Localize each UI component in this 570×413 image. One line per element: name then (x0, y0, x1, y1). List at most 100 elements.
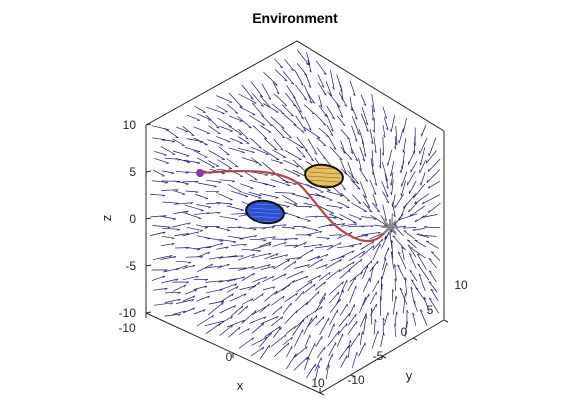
quiver-arrow (271, 103, 285, 115)
quiver-arrowhead (238, 326, 241, 330)
quiver-arrowhead (293, 205, 297, 207)
quiver-arrow (185, 256, 203, 258)
quiver-arrowhead (309, 69, 312, 73)
quiver-arrowhead (285, 254, 288, 257)
quiver-arrowhead (187, 222, 191, 225)
quiver-arrow (316, 236, 330, 239)
quiver-arrow (207, 211, 221, 214)
quiver-arrowhead (333, 217, 337, 219)
quiver-arrowhead (348, 345, 350, 349)
quiver-arrow (296, 280, 313, 293)
quiver-arrowhead (217, 133, 221, 135)
quiver-arrowhead (283, 224, 287, 227)
quiver-arrow (152, 137, 166, 141)
axes-box (145, 40, 445, 394)
quiver-arrowhead (319, 104, 323, 108)
quiver-arrow (250, 157, 262, 166)
quiver-arrow (292, 318, 305, 336)
quiver-arrowhead (262, 227, 266, 230)
quiver-arrow (327, 323, 335, 338)
quiver-arrow (238, 305, 249, 315)
quiver-arrow (263, 116, 273, 127)
quiver-arrow (347, 170, 359, 184)
quiver-arrow (328, 136, 337, 150)
quiver-arrow (282, 71, 295, 85)
quiver-arrowhead (164, 288, 168, 291)
quiver-arrow (350, 179, 361, 190)
quiver-arrow (362, 277, 370, 293)
quiver-arrowhead (271, 174, 275, 176)
quiver-arrow (183, 159, 201, 164)
quiver-arrow (307, 138, 318, 155)
quiver-arrow (197, 157, 215, 168)
quiver-arrowhead (242, 276, 246, 279)
quiver-arrow (326, 125, 334, 136)
quiver-arrowhead (361, 331, 364, 335)
quiver-arrow (195, 194, 209, 199)
quiver-arrow (318, 127, 330, 137)
quiver-arrow (315, 336, 323, 347)
quiver-arrow (273, 326, 282, 338)
quiver-arrow (238, 227, 257, 230)
quiver-arrow (207, 302, 224, 316)
quiver-arrowhead (272, 286, 276, 289)
quiver-arrowhead (203, 309, 206, 312)
quiver-arrow (295, 115, 307, 132)
quiver-arrow (382, 136, 384, 156)
quiver-arrow (419, 234, 437, 237)
quiver-arrowhead (372, 266, 375, 270)
quiver-arrowhead (291, 193, 295, 195)
quiver-arrowhead (364, 195, 367, 199)
quiver-arrow (241, 157, 259, 164)
quiver-arrow (359, 313, 367, 328)
quiver-arrow (325, 258, 342, 269)
quiver-arrowhead (317, 291, 320, 295)
quiver-arrow (361, 107, 369, 125)
quiver-arrowhead (311, 249, 314, 253)
quiver-arrowhead (318, 365, 320, 369)
quiver-arrow (259, 95, 270, 107)
quiver-arrowhead (258, 195, 262, 197)
quiver-arrow (294, 329, 304, 347)
quiver-arrowhead (374, 203, 378, 207)
quiver-arrowhead (280, 327, 282, 331)
quiver-arrowhead (309, 100, 313, 104)
quiver-arrowhead (417, 253, 420, 256)
quiver-arrowhead (329, 93, 332, 96)
quiver-arrowhead (326, 238, 330, 240)
quiver-arrowhead (173, 256, 177, 259)
quiver-arrow (216, 105, 228, 113)
quiver-arrow (297, 49, 309, 66)
quiver-arrow (252, 125, 268, 140)
quiver-arrow (261, 83, 272, 100)
quiver-arrowhead (276, 91, 280, 95)
quiver-arrow (306, 363, 316, 379)
quiver-arrow (314, 365, 320, 382)
quiver-arrow (361, 260, 373, 272)
quiver-arrowhead (330, 129, 334, 132)
quiver-arrow (316, 253, 329, 260)
quiver-arrowhead (226, 230, 230, 232)
quiver-arrow (259, 193, 279, 198)
quiver-arrow (404, 320, 408, 338)
quiver-arrow (430, 288, 439, 302)
quiver-arrow (263, 103, 279, 113)
quiver-arrow (293, 124, 305, 133)
quiver-arrow (175, 170, 189, 173)
quiver-arrowhead (404, 277, 407, 281)
quiver-arrowhead (431, 251, 435, 253)
y-tick-label: 10 (454, 278, 468, 292)
quiver-arrow (340, 160, 348, 175)
quiver-arrowhead (216, 191, 220, 194)
quiver-arrow (227, 235, 244, 239)
quiver-arrowhead (427, 210, 430, 214)
quiver-arrow (351, 352, 358, 368)
quiver-arrow (172, 310, 186, 315)
quiver-arrow (304, 283, 316, 294)
quiver-arrowhead (363, 154, 367, 157)
quiver-arrow (219, 215, 238, 220)
quiver-arrow (161, 170, 175, 174)
quiver-arrow (226, 319, 245, 328)
quiver-arrowhead (194, 289, 198, 292)
